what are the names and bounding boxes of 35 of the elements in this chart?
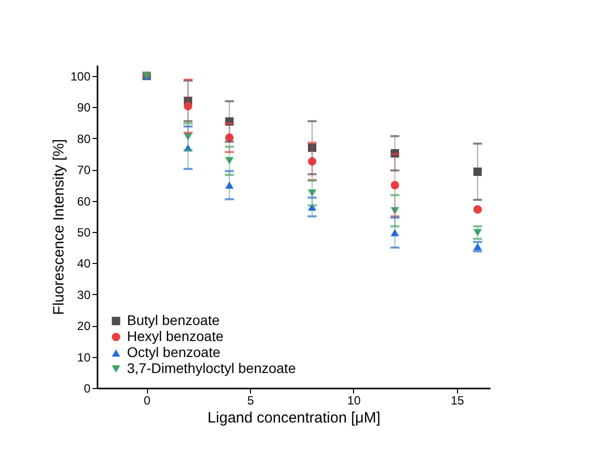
legend-label: Hexyl benzoate [127,328,224,344]
x-tick-label: 10 [347,394,361,408]
point [225,134,234,142]
point [184,102,192,110]
point [308,157,316,166]
y-axis-title: Fluorescence Intensity [%] [50,139,68,315]
point [473,228,482,236]
point [225,157,234,164]
y-tick-label: 30 [77,288,91,302]
y-tick-label: 0 [84,382,91,396]
point [390,180,400,190]
y-tick-label: 60 [77,194,91,208]
legend-label: Octyl benzoate [127,344,221,360]
point [473,205,482,214]
y-tick-label: 80 [77,132,91,146]
legend-label: Butyl benzoate [127,312,220,328]
point [225,182,234,189]
legend-label: 3,7-Dimethyloctyl benzoate [127,360,296,376]
y-tick-label: 100 [70,69,91,84]
y-tick-label: 20 [77,319,91,334]
point [308,144,316,152]
point [308,189,316,197]
x-tick-label: 5 [247,394,254,408]
y-tick-label: 70 [77,163,91,178]
x-tick-label: 15 [450,394,464,408]
x-axis-title: Ligand concentration [μM] [208,410,380,426]
y-tick-label: 10 [77,350,91,364]
point [473,243,482,250]
point [390,228,400,236]
x-tick-label: 0 [144,394,151,408]
point [390,207,400,214]
y-tick-label: 50 [77,225,91,240]
point [473,168,482,176]
y-tick-label: 40 [77,256,91,271]
y-tick-label: 90 [77,100,91,115]
